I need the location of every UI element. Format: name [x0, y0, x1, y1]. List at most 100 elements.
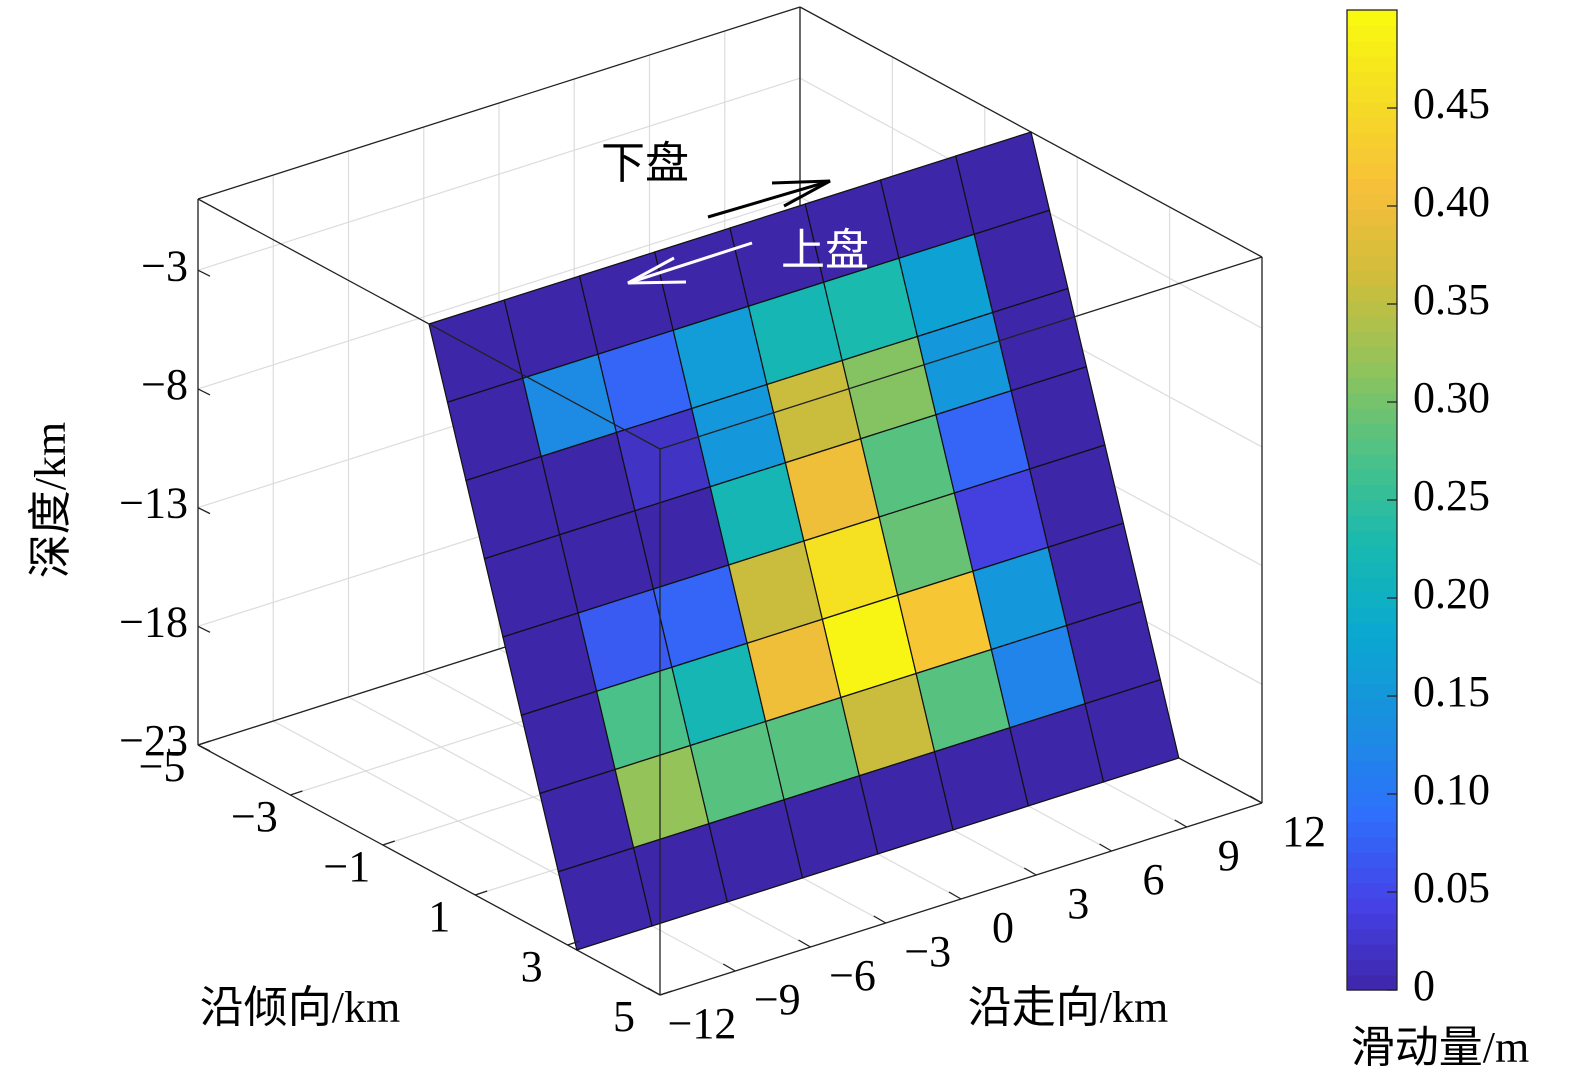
colorbar-tick-label: 0.20	[1413, 569, 1490, 618]
x-tick-label: −9	[754, 975, 801, 1024]
x-tick-label: 0	[992, 903, 1014, 952]
colorbar-swatch	[1347, 209, 1397, 225]
x-tick-label: 6	[1143, 855, 1165, 904]
colorbar-swatch	[1347, 331, 1397, 348]
tick-mark	[1023, 867, 1037, 876]
x-tick-label: 9	[1218, 831, 1240, 880]
colorbar-swatch	[1347, 561, 1397, 578]
colorbar-swatch	[1347, 316, 1397, 333]
colorbar-swatch	[1347, 346, 1397, 363]
colorbar-swatch	[1347, 974, 1397, 991]
colorbar-swatch	[1347, 40, 1397, 57]
colorbar-tick-label: 0.15	[1413, 667, 1490, 716]
colorbar-swatch	[1347, 576, 1397, 593]
colorbar-swatch	[1347, 71, 1397, 88]
colorbar-tick-label: 0.40	[1413, 177, 1490, 226]
z-tick-label: −8	[141, 360, 188, 409]
x-tick-label: 3	[1067, 879, 1089, 928]
colorbar-swatch	[1347, 163, 1397, 180]
tick-mark	[197, 744, 211, 752]
y-tick-label: −3	[231, 792, 278, 841]
colorbar-label: 滑动量/m	[1351, 1023, 1529, 1072]
colorbar: 0 0.05 0.10 0.15 0.20 0.25 0.30 0.35 0.40 0.45	[1346, 9, 1490, 1010]
z-tick-label: −23	[119, 716, 188, 765]
tick-mark	[197, 625, 211, 633]
colorbar-swatch	[1347, 285, 1397, 302]
colorbar-swatch	[1347, 944, 1397, 960]
colorbar-swatch	[1347, 193, 1397, 210]
colorbar-swatch	[1347, 790, 1397, 807]
colorbar-swatch	[1347, 714, 1397, 731]
colorbar-swatch	[1347, 821, 1397, 838]
colorbar-swatch	[1347, 300, 1397, 317]
colorbar-swatch	[1347, 377, 1397, 394]
colorbar-swatch	[1347, 882, 1397, 899]
grid-line	[197, 196, 801, 390]
tick-mark	[567, 940, 580, 946]
slip-cell	[1084, 678, 1180, 783]
tick-mark	[290, 790, 303, 796]
tick-mark	[873, 915, 887, 924]
colorbar-swatch	[1347, 10, 1397, 26]
colorbar-swatch	[1347, 852, 1397, 869]
box-edge	[197, 198, 661, 450]
z-tick-label: −18	[119, 597, 188, 646]
colorbar-swatch	[1347, 959, 1397, 976]
colorbar-swatch	[1347, 239, 1397, 256]
colorbar-swatch	[1347, 668, 1397, 685]
tick-mark	[197, 388, 211, 396]
colorbar-tick-label: 0	[1413, 961, 1435, 1010]
x-tick-label: 12	[1282, 807, 1326, 856]
colorbar-tick-label: 0.30	[1413, 373, 1490, 422]
colorbar-swatch	[1347, 423, 1397, 440]
annotation: 上盘	[781, 226, 869, 275]
colorbar-swatch	[1347, 653, 1397, 670]
colorbar-swatch	[1347, 898, 1397, 915]
colorbar-swatch	[1347, 438, 1397, 455]
colorbar-swatch	[1347, 515, 1397, 532]
tick-mark	[722, 963, 736, 972]
colorbar-tick-label: 0.05	[1413, 863, 1490, 912]
tick-mark	[474, 890, 488, 896]
colorbar-swatch	[1347, 928, 1397, 945]
colorbar-swatch	[1347, 806, 1397, 823]
colorbar-tick-label: 0.10	[1413, 765, 1490, 814]
tick-mark	[197, 740, 211, 746]
colorbar-swatch	[1347, 699, 1397, 715]
tick-mark	[197, 507, 211, 515]
colorbar-swatch	[1347, 637, 1397, 654]
y-axis-label: 沿倾向/km	[200, 983, 400, 1032]
colorbar-swatch	[1347, 392, 1397, 409]
z-tick-label: −13	[119, 479, 188, 528]
x-tick-label: −6	[829, 951, 876, 1000]
colorbar-swatch	[1347, 147, 1397, 164]
colorbar-tick-label: 0.45	[1413, 79, 1490, 128]
arrow	[707, 179, 831, 219]
box-edge	[659, 256, 1263, 450]
box-edge	[197, 6, 801, 200]
tick-mark	[798, 939, 811, 948]
tick-mark	[1249, 795, 1263, 804]
colorbar-swatch	[1347, 867, 1397, 884]
arrow	[627, 241, 753, 285]
colorbar-swatch	[1347, 683, 1397, 700]
tick-mark	[948, 891, 962, 900]
tick-mark	[647, 987, 661, 996]
colorbar-swatch	[1347, 545, 1397, 562]
box-edge	[197, 744, 661, 996]
colorbar-swatch	[1347, 622, 1397, 639]
colorbar-swatch	[1347, 25, 1397, 42]
z-axis-label: 深度/km	[26, 422, 75, 578]
grid-line	[197, 77, 801, 271]
y-tick-label: 5	[613, 992, 635, 1041]
y-tick-label: 3	[521, 942, 543, 991]
colorbar-swatch	[1347, 255, 1397, 271]
colorbar-swatch	[1347, 178, 1397, 195]
colorbar-swatch	[1347, 132, 1397, 149]
colorbar-swatch	[1347, 86, 1397, 103]
fault-plane	[428, 131, 1180, 951]
annotation: 下盘	[601, 139, 689, 188]
y-tick-label: −1	[323, 842, 370, 891]
colorbar-swatch	[1347, 55, 1397, 72]
colorbar-swatch	[1347, 270, 1397, 287]
